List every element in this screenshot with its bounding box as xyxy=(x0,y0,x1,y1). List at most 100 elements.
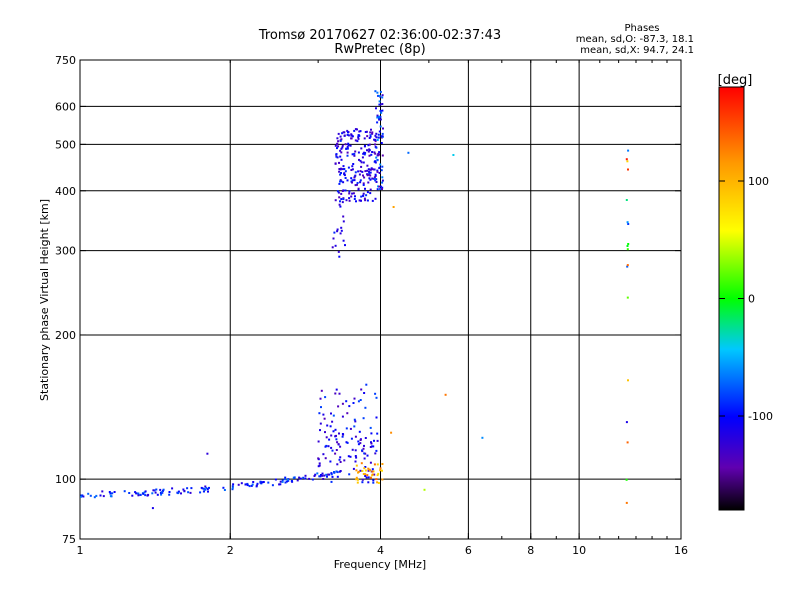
data-point xyxy=(369,446,372,448)
data-point xyxy=(340,138,343,141)
data-point xyxy=(364,475,367,477)
x-tick-label: 8 xyxy=(527,544,534,557)
data-point xyxy=(357,134,360,137)
data-point xyxy=(321,472,324,475)
data-point xyxy=(350,437,353,440)
data-point xyxy=(379,115,382,118)
data-point xyxy=(353,175,356,178)
data-point xyxy=(341,435,344,438)
data-point xyxy=(318,475,321,478)
y-tick-label: 750 xyxy=(55,54,76,67)
data-point xyxy=(378,100,381,103)
data-point xyxy=(362,194,365,197)
data-point xyxy=(284,481,287,484)
data-point xyxy=(162,488,165,491)
data-point xyxy=(369,192,372,195)
data-point xyxy=(342,239,345,242)
data-point xyxy=(381,135,384,138)
data-point xyxy=(365,383,368,386)
data-point xyxy=(325,444,328,447)
data-point xyxy=(371,473,374,476)
data-point xyxy=(349,455,352,458)
data-point xyxy=(347,455,350,458)
data-point xyxy=(320,406,322,409)
data-point xyxy=(347,131,349,134)
data-point xyxy=(360,147,363,150)
data-point xyxy=(135,492,138,495)
data-point xyxy=(373,473,376,476)
data-point xyxy=(627,168,629,171)
data-point xyxy=(376,170,379,173)
data-point xyxy=(371,151,374,153)
data-point xyxy=(344,177,347,179)
data-point xyxy=(444,393,447,396)
data-point xyxy=(344,170,347,173)
data-point xyxy=(370,441,372,444)
data-point xyxy=(339,173,342,176)
colorbar-tick-label: -100 xyxy=(748,410,773,423)
data-point xyxy=(201,487,204,490)
data-point xyxy=(340,151,343,154)
data-point xyxy=(379,469,382,472)
data-point xyxy=(354,171,357,174)
data-point xyxy=(358,130,361,133)
data-point xyxy=(87,492,90,495)
data-point xyxy=(333,471,335,473)
data-point xyxy=(341,415,344,418)
data-point xyxy=(370,153,373,156)
data-point xyxy=(335,388,338,391)
data-point xyxy=(311,478,314,481)
data-point xyxy=(362,447,365,450)
data-point xyxy=(360,165,363,168)
data-point xyxy=(376,159,379,162)
y-tick-label: 300 xyxy=(55,245,76,258)
data-point xyxy=(336,228,339,231)
data-point xyxy=(369,134,372,137)
data-point xyxy=(206,488,209,491)
x-tick-label: 1 xyxy=(77,544,84,557)
data-point xyxy=(369,476,372,479)
data-point xyxy=(293,476,296,479)
data-point xyxy=(381,165,384,168)
data-point xyxy=(336,463,339,466)
data-point xyxy=(182,488,185,491)
data-point xyxy=(320,389,323,392)
data-point xyxy=(375,396,378,399)
data-point xyxy=(95,494,98,497)
data-point xyxy=(329,425,332,428)
data-point xyxy=(177,491,180,494)
data-point xyxy=(348,199,351,202)
data-point xyxy=(336,190,339,193)
data-point xyxy=(364,187,366,190)
data-point xyxy=(337,250,340,253)
data-point xyxy=(362,161,365,164)
data-point xyxy=(160,491,163,494)
data-point xyxy=(341,201,344,204)
data-point xyxy=(356,478,359,481)
data-point xyxy=(376,463,379,466)
data-point xyxy=(369,168,372,171)
data-point xyxy=(336,147,338,150)
data-point xyxy=(348,473,351,476)
data-point xyxy=(356,182,359,184)
data-point xyxy=(346,412,349,415)
data-point xyxy=(340,147,343,150)
data-point xyxy=(328,438,331,441)
data-point xyxy=(251,483,254,486)
y-tick-label: 100 xyxy=(55,473,76,486)
data-point xyxy=(342,198,345,201)
data-point xyxy=(319,422,322,425)
data-point xyxy=(271,484,274,487)
data-point xyxy=(89,494,92,497)
data-point xyxy=(256,482,259,485)
data-point xyxy=(345,427,348,430)
data-point xyxy=(369,174,372,177)
data-point xyxy=(342,131,345,134)
data-point xyxy=(339,200,341,203)
data-point xyxy=(356,481,359,484)
data-point xyxy=(128,492,131,494)
data-point xyxy=(302,476,305,479)
y-axis-label: Stationary phase Virtual Height [km] xyxy=(38,199,51,401)
data-point xyxy=(381,478,384,481)
